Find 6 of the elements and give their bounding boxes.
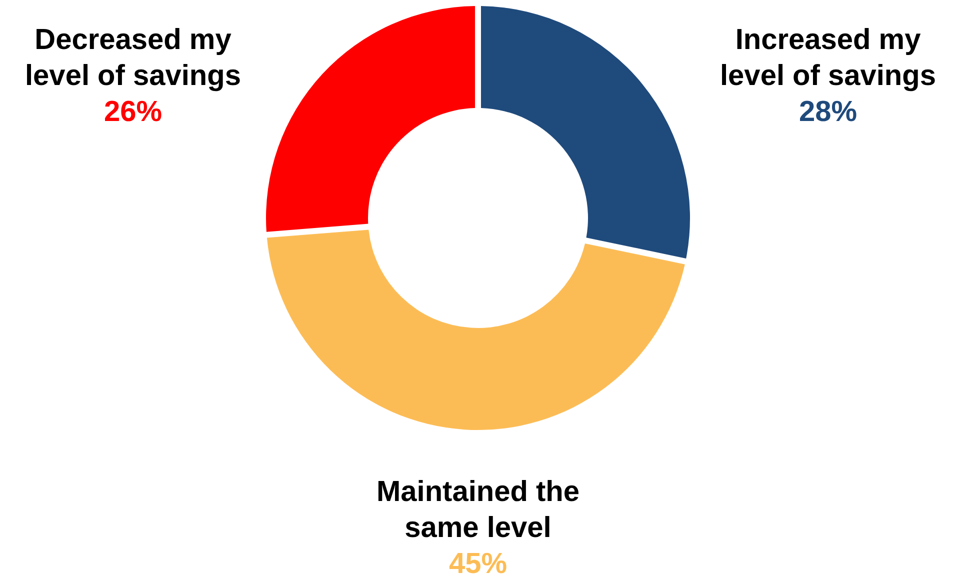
slice-label: Maintained the same level — [376, 476, 580, 544]
slice-label: Decreased my level of savings — [25, 24, 241, 92]
data-label: 28% — [798, 96, 858, 128]
data-label: 45% — [448, 548, 508, 580]
data-label: 26% — [104, 96, 162, 128]
slice-label: Increased my level of savings — [720, 24, 936, 92]
